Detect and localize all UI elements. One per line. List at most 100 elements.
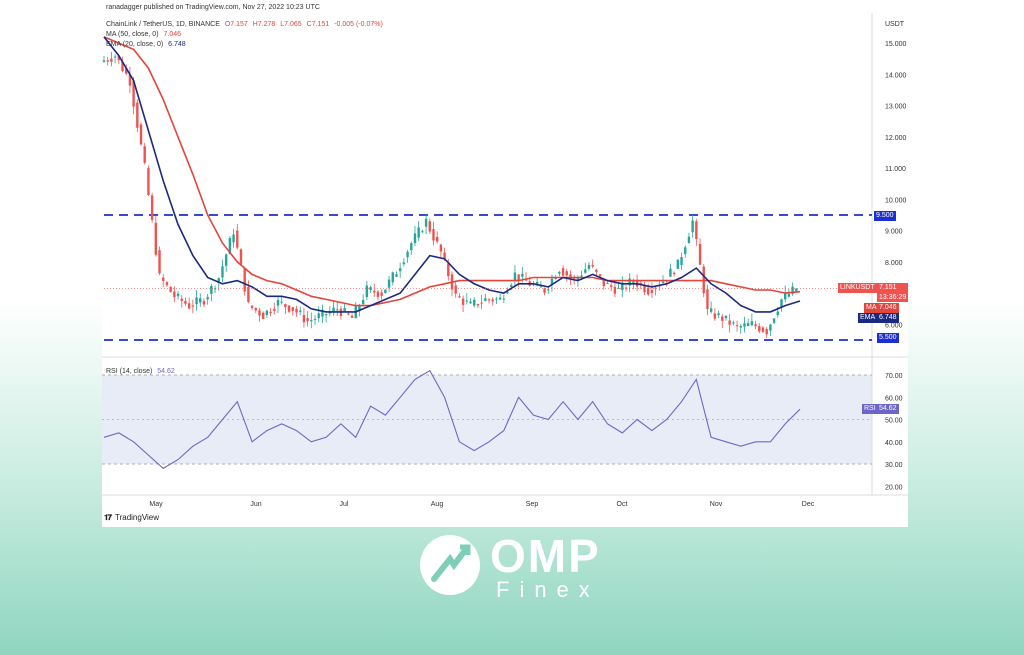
- candle-body: [776, 311, 779, 315]
- candle-body: [147, 168, 150, 195]
- rsi-legend[interactable]: RSI (14, close) 54.62: [106, 368, 178, 375]
- candle-body: [299, 310, 302, 312]
- candle-body: [717, 313, 720, 315]
- candle-body: [284, 304, 287, 308]
- candle-body: [402, 262, 406, 265]
- candle-body: [476, 304, 480, 306]
- candle-body: [669, 268, 672, 277]
- candle-body: [128, 74, 132, 86]
- candle-body: [661, 281, 665, 283]
- candle-body: [543, 288, 546, 293]
- ema-legend-value: 6.748: [168, 41, 186, 48]
- open-value: O7.157: [224, 21, 248, 28]
- candle-body: [162, 277, 165, 282]
- candle-body: [783, 292, 787, 300]
- candle-body: [265, 310, 269, 315]
- time-tick-label: Sep: [526, 501, 539, 508]
- candle-body: [676, 259, 680, 269]
- ma-tag-label: MA: [864, 303, 879, 313]
- candle-body: [750, 321, 754, 326]
- candle-body: [487, 299, 491, 301]
- candle-body: [132, 80, 135, 107]
- price-tick-label: 6.000: [885, 322, 903, 329]
- candle-body: [435, 236, 439, 242]
- candle-body: [180, 298, 183, 301]
- rsi-tick-label: 40.00: [885, 440, 903, 447]
- candle-body: [276, 299, 280, 306]
- candle-body: [391, 272, 394, 283]
- candle-body: [376, 291, 380, 297]
- ma-tag-value: 7.046: [877, 303, 899, 313]
- candle-body: [502, 298, 506, 300]
- candle-body: [199, 298, 202, 303]
- candle-body: [210, 285, 213, 294]
- candle-body: [621, 282, 624, 290]
- candle-body: [672, 272, 676, 275]
- candle-body: [428, 221, 431, 232]
- rsi-tag-label: RSI: [862, 404, 878, 414]
- candle-body: [687, 236, 691, 244]
- candle-body: [695, 221, 698, 239]
- candle-body: [365, 285, 369, 298]
- countdown-value: 13:36:29: [879, 294, 907, 301]
- candle-body: [432, 229, 435, 241]
- candle-body: [565, 271, 568, 276]
- candle-body: [398, 268, 402, 272]
- candle-body: [643, 285, 646, 293]
- candle-body: [280, 301, 283, 303]
- brand-name: OMP: [490, 530, 601, 582]
- candle-body: [387, 279, 391, 288]
- ma-legend[interactable]: MA (50, close, 0) 7.046: [106, 31, 184, 38]
- candle-body: [746, 323, 750, 326]
- candle-body: [243, 268, 246, 292]
- candle-body: [295, 308, 298, 313]
- ema-tag-value: 6.748: [877, 313, 899, 323]
- candle-body: [139, 124, 143, 145]
- candle-body: [587, 265, 591, 269]
- candle-body: [521, 273, 524, 277]
- candle-body: [724, 315, 728, 319]
- candle-body: [647, 287, 650, 295]
- low-value: L7.065: [280, 21, 302, 28]
- price-tick-label: 8.000: [885, 260, 903, 267]
- symbol-line: ChainLink / TetherUS, 1D, BINANCE O7.157…: [106, 21, 386, 28]
- candle-body: [202, 300, 206, 305]
- time-tick-label: May: [149, 501, 163, 508]
- candle-body: [480, 302, 483, 304]
- ema-tag-label: EMA: [858, 313, 878, 323]
- price-tick-label: 13.000: [885, 104, 907, 111]
- candle-body: [228, 238, 232, 255]
- candle-body: [772, 318, 776, 323]
- candle-body: [598, 274, 602, 277]
- candle-body: [735, 325, 739, 327]
- ma-line: [103, 36, 801, 307]
- candle-body: [576, 277, 580, 281]
- candle-body: [709, 308, 713, 312]
- candle-body: [313, 319, 317, 321]
- ema-legend-label: EMA (20, close, 0): [106, 41, 164, 48]
- price-tick-label: 12.000: [885, 135, 907, 142]
- candle-body: [739, 326, 742, 328]
- candle-body: [780, 299, 783, 308]
- price-tick-label: 11.000: [885, 166, 906, 173]
- candle-body: [650, 290, 654, 294]
- candle-body: [158, 250, 161, 274]
- candle-body: [413, 233, 417, 244]
- candle-body: [569, 274, 572, 278]
- candle-body: [195, 297, 198, 305]
- candle-body: [443, 252, 446, 259]
- candle-body: [628, 278, 631, 286]
- candle-body: [758, 325, 761, 332]
- candle-body: [539, 286, 543, 288]
- change-value: -0.005 (-0.07%): [334, 21, 383, 28]
- candle-body: [106, 60, 109, 62]
- candle-body: [221, 266, 224, 278]
- candle-body: [102, 60, 106, 62]
- ema-legend[interactable]: EMA (20, close, 0) 6.748: [106, 41, 189, 48]
- rsi-legend-label: RSI (14, close): [106, 368, 153, 375]
- candle-body: [498, 297, 502, 300]
- candle-body: [558, 272, 561, 274]
- tradingview-watermark[interactable]: 𝟏𝟕 TradingView: [104, 513, 159, 523]
- time-tick-label: Oct: [617, 501, 628, 508]
